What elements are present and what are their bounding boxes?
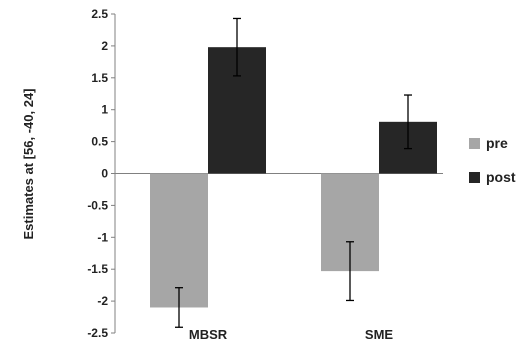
- legend-label-pre: pre: [486, 135, 508, 151]
- category-labels: MBSR SME: [189, 327, 394, 342]
- category-label-mbsr: MBSR: [189, 327, 228, 342]
- error-bars: [175, 17, 412, 328]
- y-tick-label: -1: [97, 230, 108, 244]
- y-tick-label: 1: [101, 103, 108, 117]
- legend: pre post: [469, 135, 516, 185]
- y-tick-label: -2.5: [87, 326, 108, 340]
- y-tick-label: 2.5: [91, 7, 108, 21]
- y-tick-label: 0: [101, 167, 108, 181]
- bar-pre-mbsr: [150, 173, 208, 308]
- y-axis-ticks: -2.5 -2 -1.5 -1 -0.5 0 0.5 1 1.5 2 2.5: [87, 7, 115, 340]
- legend-swatch-pre: [469, 138, 480, 149]
- error-bar-post-mbsr: [233, 17, 241, 77]
- y-tick-label: 2: [101, 39, 108, 53]
- category-label-sme: SME: [365, 327, 394, 342]
- bars: [150, 47, 437, 308]
- y-tick-label: 0.5: [91, 135, 108, 149]
- error-bar-pre-sme: [346, 241, 354, 302]
- error-bar-post-sme: [404, 94, 412, 150]
- y-tick-label: -1.5: [87, 262, 108, 276]
- y-tick-label: -0.5: [87, 198, 108, 212]
- legend-label-post: post: [486, 169, 516, 185]
- legend-swatch-post: [469, 172, 480, 183]
- y-tick-label: 1.5: [91, 71, 108, 85]
- y-tick-label: -2: [97, 294, 108, 308]
- y-axis-title: Estimates at [56, -40, 24]: [21, 88, 36, 239]
- error-bar-pre-mbsr: [175, 287, 183, 328]
